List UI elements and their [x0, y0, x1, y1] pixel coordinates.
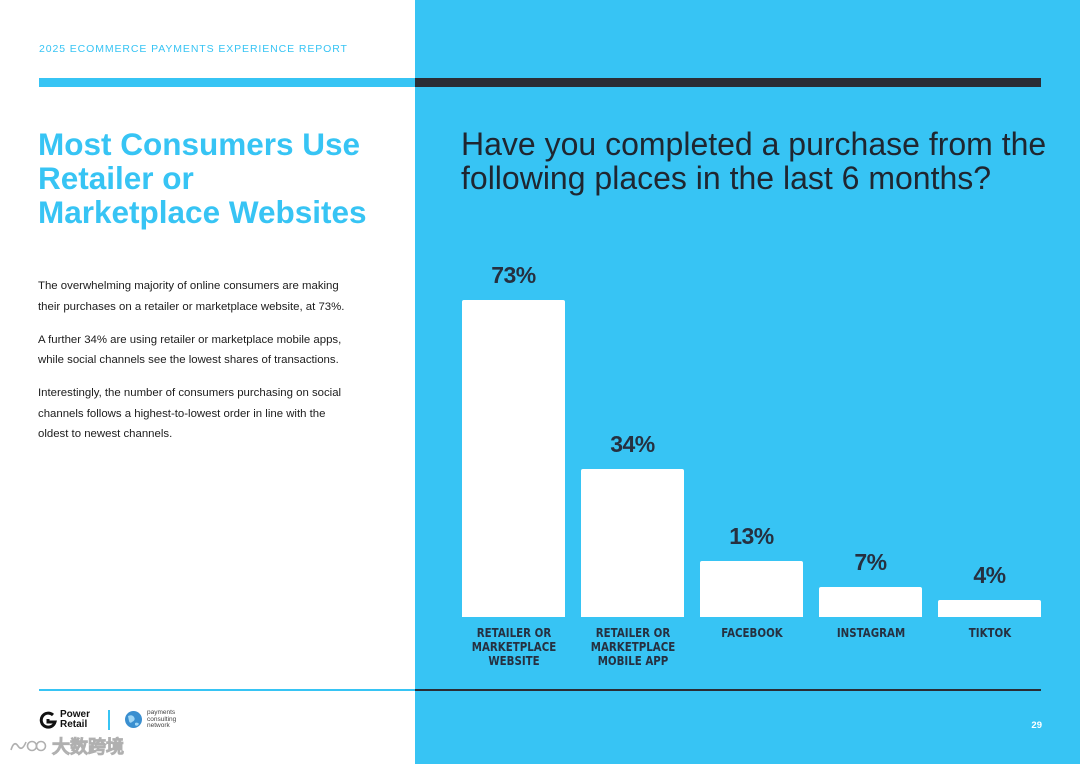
pcn-wordmark: payments consulting network	[147, 709, 177, 730]
paragraph-3: Interestingly, the number of consumers p…	[38, 387, 342, 440]
watermark: 大数跨境	[8, 733, 124, 759]
section-title: Most Consumers Use Retailer or Marketpla…	[38, 126, 367, 230]
watermark-text: 大数跨境	[52, 737, 125, 758]
power-retail-word-1: Power	[60, 709, 91, 720]
power-retail-logo: Power Retail	[39, 710, 90, 729]
left-panel	[0, 0, 415, 764]
top-rule-left	[39, 78, 415, 87]
pcn-word-1: payments	[147, 709, 176, 716]
bottom-rule-left	[39, 689, 415, 691]
report-title: 2025 ECOMMERCE PAYMENTS EXPERIENCE REPOR…	[39, 43, 348, 55]
right-panel	[415, 0, 1080, 764]
logo-divider	[108, 710, 110, 730]
page-number: 29	[1031, 720, 1042, 731]
watermark-icon	[10, 740, 47, 752]
paragraph-1: The overwhelming majority of online cons…	[38, 280, 345, 313]
bottom-rule-right	[415, 689, 1041, 691]
chart-title: Have you completed a purchase from the f…	[461, 126, 1047, 196]
pcn-word-2: consulting	[147, 715, 177, 723]
top-rule-right	[415, 78, 1041, 87]
globe-icon	[125, 711, 142, 729]
body-text: The overwhelming majority of online cons…	[38, 276, 356, 457]
pcn-word-3: network	[147, 722, 170, 729]
power-retail-wordmark: Power Retail	[60, 710, 90, 729]
power-retail-word-2: Retail	[60, 718, 88, 730]
paragraph-2: A further 34% are using retailer or mark…	[38, 333, 342, 367]
power-retail-icon	[39, 711, 57, 729]
pcn-logo: payments consulting network	[124, 709, 177, 730]
